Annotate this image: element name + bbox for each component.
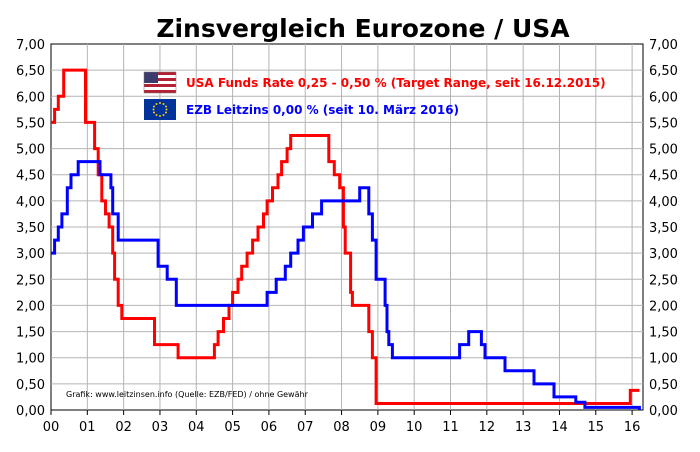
y-tick-label-right: 6,50	[649, 64, 678, 79]
y-tick-label-right: 0,00	[649, 404, 678, 419]
chart-title: Zinsvergleich Eurozone / USA	[156, 14, 570, 43]
x-tick-label: 10	[406, 420, 423, 435]
y-tick-label-left: 3,50	[16, 221, 45, 236]
x-tick-label: 06	[261, 420, 278, 435]
y-tick-label-left: 1,00	[16, 352, 45, 367]
series-line-ezb	[51, 160, 641, 410]
y-tick-label-right: 3,00	[649, 247, 678, 262]
x-tick-label: 16	[624, 420, 641, 435]
x-tick-label: 09	[370, 420, 387, 435]
y-tick-label-left: 3,00	[16, 247, 45, 262]
y-tick-label-left: 2,00	[16, 299, 45, 314]
x-tick-label: 11	[442, 420, 459, 435]
legend-item-us: USA Funds Rate 0,25 - 0,50 % (Target Ran…	[143, 71, 606, 94]
y-tick-label-right: 1,50	[649, 326, 678, 341]
legend-label-eu: EZB Leitzins 0,00 % (seit 10. März 2016)	[186, 103, 459, 117]
x-tick-label: 12	[479, 420, 496, 435]
y-tick-label-right: 3,50	[649, 221, 678, 236]
y-tick-label-left: 2,50	[16, 273, 45, 288]
y-tick-label-left: 4,50	[16, 169, 45, 184]
x-tick-label: 13	[515, 420, 532, 435]
x-tick-label: 08	[333, 420, 350, 435]
y-tick-label-left: 0,00	[16, 404, 45, 419]
y-tick-label-right: 4,00	[649, 195, 678, 210]
legend-item-eu: EZB Leitzins 0,00 % (seit 10. März 2016)	[144, 99, 459, 120]
y-tick-label-right: 4,50	[649, 169, 678, 184]
y-tick-label-right: 6,00	[649, 90, 678, 105]
y-tick-label-left: 6,00	[16, 90, 45, 105]
eu-flag-icon	[144, 99, 176, 120]
x-tick-label: 00	[43, 420, 60, 435]
chart-credit: Grafik: www.leitzinsen.info (Quelle: EZB…	[66, 390, 309, 399]
x-tick-label: 01	[79, 420, 96, 435]
y-tick-label-left: 1,50	[16, 326, 45, 341]
y-tick-label-right: 2,00	[649, 299, 678, 314]
x-tick-label: 05	[224, 420, 241, 435]
x-tick-label: 14	[551, 420, 568, 435]
y-tick-label-right: 7,00	[649, 38, 678, 53]
y-tick-label-right: 5,00	[649, 143, 678, 158]
y-tick-label-right: 5,50	[649, 116, 678, 131]
series-layer	[51, 68, 641, 410]
y-tick-label-left: 6,50	[16, 64, 45, 79]
y-tick-label-left: 7,00	[16, 38, 45, 53]
x-tick-label: 03	[152, 420, 169, 435]
x-tick-label: 15	[588, 420, 605, 435]
y-tick-label-right: 0,50	[649, 378, 678, 393]
axis-layer: 0,00 0,00 0,50 0,50 1,00 1,00 1,50 1,50 2,00 2,00…	[16, 38, 678, 435]
x-tick-label: 02	[115, 420, 132, 435]
legend-label-us: USA Funds Rate 0,25 - 0,50 % (Target Ran…	[186, 76, 606, 90]
y-tick-label-left: 0,50	[16, 378, 45, 393]
legend: USA Funds Rate 0,25 - 0,50 % (Target Ran…	[143, 71, 606, 120]
y-tick-label-left: 4,00	[16, 195, 45, 210]
y-tick-label-right: 1,00	[649, 352, 678, 367]
y-tick-label-left: 5,50	[16, 116, 45, 131]
y-tick-label-left: 5,00	[16, 143, 45, 158]
series-line-usa	[51, 68, 640, 405]
x-tick-label: 04	[188, 420, 205, 435]
x-tick-label: 07	[297, 420, 314, 435]
us-flag-icon	[143, 71, 177, 94]
y-tick-label-right: 2,50	[649, 273, 678, 288]
